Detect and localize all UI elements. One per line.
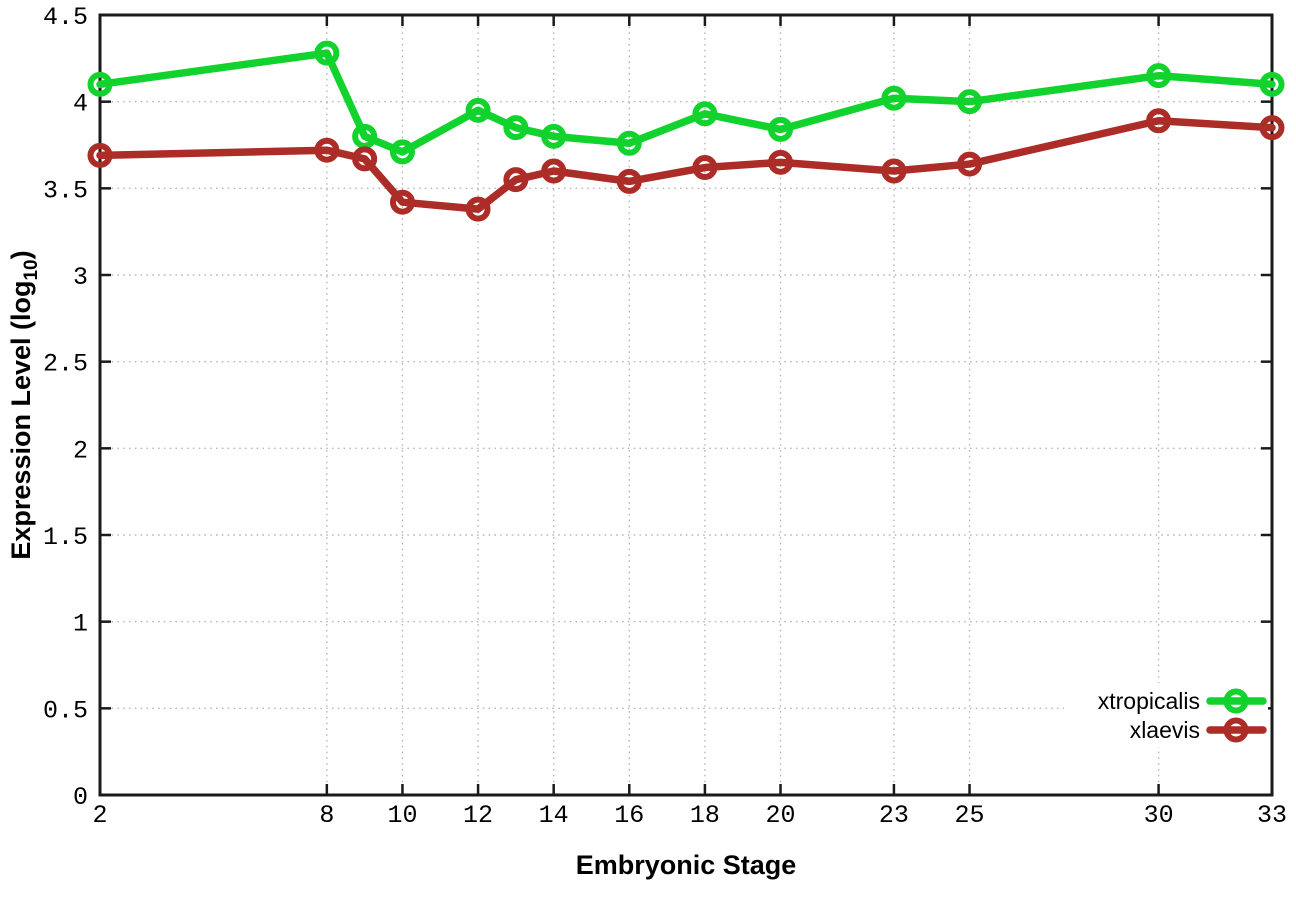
- data-point-xtropicalis: [616, 130, 642, 156]
- x-tick-label: 14: [539, 801, 569, 830]
- y-tick-label: 3: [73, 263, 88, 292]
- x-tick-label: 8: [319, 801, 334, 830]
- data-point-xtropicalis: [881, 85, 907, 111]
- x-tick-label: 25: [955, 801, 985, 830]
- data-point-xtropicalis: [87, 71, 113, 97]
- data-point-xtropicalis: [352, 123, 378, 149]
- data-point-xlaevis: [1146, 108, 1172, 134]
- y-tick-label: 2.5: [43, 350, 88, 379]
- data-point-xtropicalis: [768, 116, 794, 142]
- data-point-xtropicalis: [314, 40, 340, 66]
- series-line-xlaevis: [96, 116, 1276, 213]
- legend-sample-marker-xlaevis: [1223, 717, 1249, 743]
- data-point-xtropicalis: [389, 139, 415, 165]
- y-tick-label: 2: [73, 436, 88, 465]
- legend-sample-marker-xtropicalis: [1223, 688, 1249, 714]
- data-point-xlaevis: [768, 149, 794, 175]
- legend-label-xtropicalis: xtropicalis: [1098, 688, 1200, 714]
- y-tick-label: 0.5: [43, 696, 88, 725]
- data-point-xlaevis: [541, 158, 567, 184]
- x-tick-label: 23: [879, 801, 909, 830]
- data-point-xtropicalis: [1259, 71, 1285, 97]
- data-point-xlaevis: [503, 167, 529, 193]
- x-axis-label: Embryonic Stage: [576, 850, 797, 880]
- data-point-xlaevis: [616, 168, 642, 194]
- legend-label-xlaevis: xlaevis: [1130, 717, 1200, 743]
- data-point-xtropicalis: [465, 97, 491, 123]
- y-tick-label: 4.5: [43, 3, 88, 32]
- x-tick-label: 16: [614, 801, 644, 830]
- data-point-xlaevis: [465, 196, 491, 222]
- x-tick-label: 20: [766, 801, 796, 830]
- x-tick-label: 18: [690, 801, 720, 830]
- y-tick-label: 1: [73, 610, 88, 639]
- data-point-xlaevis: [1259, 115, 1285, 141]
- x-tick-label: 30: [1144, 801, 1174, 830]
- data-point-xlaevis: [957, 151, 983, 177]
- y-axis-label: Expression Level (log10): [6, 250, 42, 559]
- data-point-xlaevis: [692, 155, 718, 181]
- x-tick-label: 2: [92, 801, 107, 830]
- plot-border: [98, 13, 1274, 797]
- x-tick-label: 33: [1257, 801, 1287, 830]
- data-point-xlaevis: [314, 137, 340, 163]
- data-point-xlaevis: [352, 146, 378, 172]
- y-tick-label: 1.5: [43, 523, 88, 552]
- x-tick-label: 10: [387, 801, 417, 830]
- data-point-xlaevis: [881, 158, 907, 184]
- x-tick-label: 12: [463, 801, 493, 830]
- data-point-xtropicalis: [503, 115, 529, 141]
- data-point-xtropicalis: [692, 101, 718, 127]
- y-tick-label: 0: [73, 783, 88, 812]
- data-point-xtropicalis: [1146, 63, 1172, 89]
- data-point-xlaevis: [87, 142, 113, 168]
- data-point-xtropicalis: [541, 123, 567, 149]
- y-tick-label: 3.5: [43, 176, 88, 205]
- data-point-xlaevis: [389, 189, 415, 215]
- y-tick-label: 4: [73, 90, 88, 119]
- data-point-xtropicalis: [957, 89, 983, 115]
